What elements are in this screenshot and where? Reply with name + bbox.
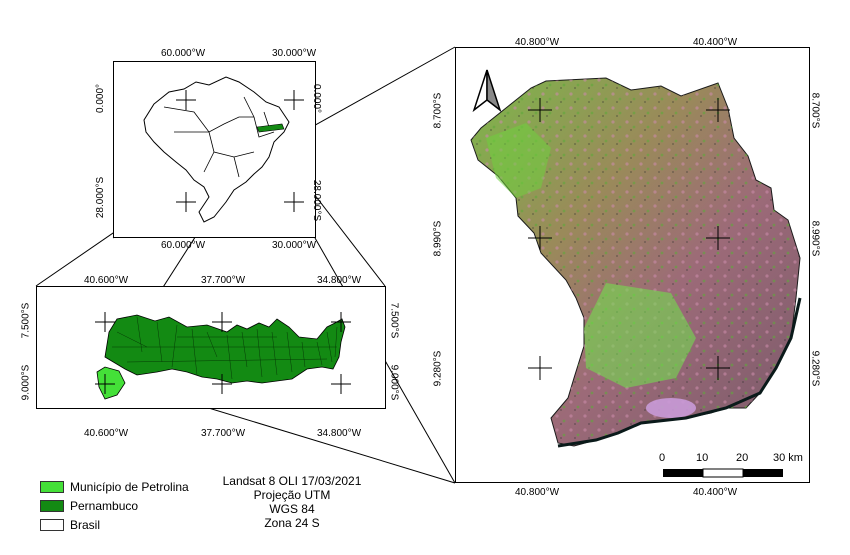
- pernambuco-top-label: 34.800°W: [317, 275, 362, 286]
- petrolina-left-label: 8.700°S: [432, 92, 444, 129]
- pernambuco-right-label: 9.000°S: [388, 364, 400, 401]
- pernambuco-outline: [95, 312, 351, 400]
- petrolina-left-label: 9.280°S: [432, 350, 444, 387]
- pernambuco-bottom-label: 40.600°W: [84, 428, 129, 439]
- pernambuco-top-label: 37.700°W: [201, 275, 246, 286]
- brazil-right-label: 0.000°: [311, 83, 323, 114]
- scale-bar: [663, 468, 783, 478]
- petrolina-right-label: 8.990°S: [809, 220, 821, 257]
- petrolina-left-label: 8.990°S: [432, 220, 444, 257]
- petrolina-bottom-label: 40.400°W: [693, 487, 738, 498]
- pernambuco-left-label: 7.500°S: [20, 302, 32, 339]
- petrolina-satellite-image: [470, 77, 802, 448]
- pernambuco-right-label: 7.500°S: [388, 302, 400, 339]
- legend-swatch: [40, 519, 64, 531]
- brazil-bottom-label: 30.000°W: [272, 240, 317, 251]
- pernambuco-top-label: 40.600°W: [84, 275, 129, 286]
- map-info: Landsat 8 OLI 17/03/2021 Projeção UTM WG…: [222, 474, 362, 530]
- legend-swatch: [40, 481, 64, 493]
- brazil-map-frame: [113, 61, 316, 238]
- pernambuco-map-frame: [36, 286, 386, 409]
- legend-item-petrolina: Município de Petrolina: [40, 480, 189, 494]
- brazil-outline: [143, 76, 304, 223]
- info-line: Zona 24 S: [264, 516, 320, 530]
- legend-item-pernambuco: Pernambuco: [40, 499, 138, 513]
- brazil-top-label: 60.000°W: [161, 48, 206, 59]
- petrolina-right-label: 8.700°S: [809, 92, 821, 129]
- scale-label: 10: [696, 452, 709, 464]
- pernambuco-left-label: 9.000°S: [20, 364, 32, 401]
- brazil-bottom-label: 60.000°W: [161, 240, 206, 251]
- petrolina-top-label: 40.800°W: [515, 37, 560, 48]
- legend-label: Brasil: [70, 518, 101, 532]
- legend-item-brasil: Brasil: [40, 518, 100, 532]
- legend-label: Município de Petrolina: [70, 480, 189, 494]
- brazil-top-label: 30.000°W: [272, 48, 317, 59]
- scale-label: 0: [659, 452, 666, 464]
- north-arrow-icon: [472, 69, 502, 113]
- legend-swatch: [40, 500, 64, 512]
- info-line: Projeção UTM: [253, 488, 331, 502]
- info-line: Landsat 8 OLI 17/03/2021: [222, 474, 362, 488]
- petrolina-right-label: 9.280°S: [809, 350, 821, 387]
- brazil-left-label: 0.000°: [95, 83, 107, 114]
- info-line: WGS 84: [269, 502, 315, 516]
- brazil-left-label: 28.000°S: [95, 176, 107, 219]
- legend-label: Pernambuco: [70, 499, 139, 513]
- petrolina-map-frame: 0 10 20 30 km: [455, 47, 810, 483]
- petrolina-top-label: 40.400°W: [693, 37, 738, 48]
- brazil-right-label: 28.000°S: [311, 179, 323, 222]
- scale-label: 20: [736, 452, 749, 464]
- pernambuco-bottom-label: 34.800°W: [317, 428, 362, 439]
- petrolina-bottom-label: 40.800°W: [515, 487, 560, 498]
- pernambuco-bottom-label: 37.700°W: [201, 428, 246, 439]
- scale-label: 30 km: [773, 452, 803, 464]
